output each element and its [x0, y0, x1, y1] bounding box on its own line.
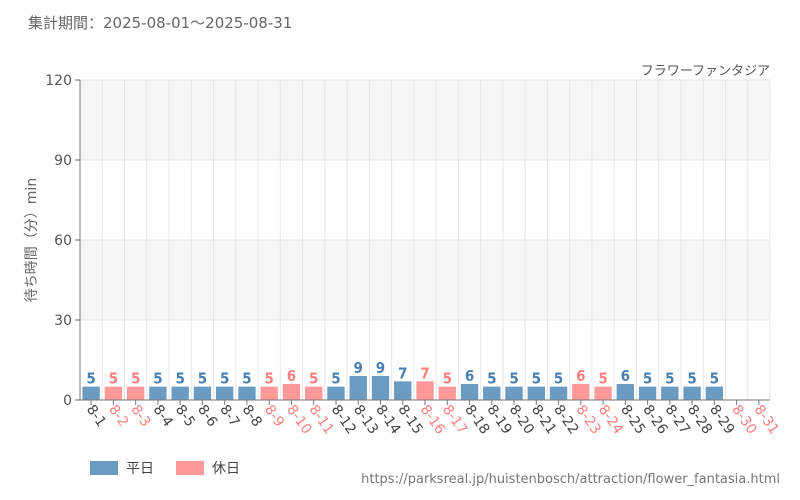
x-tick-label: 8-8 [239, 402, 265, 430]
plot-bands [80, 80, 770, 320]
y-tick-label: 120 [45, 73, 72, 89]
bar [549, 386, 568, 400]
bar-value-label: 5 [487, 370, 496, 388]
bar-value-label: 5 [242, 370, 251, 388]
legend-label-holiday: 休日 [212, 461, 240, 477]
bar [661, 386, 679, 400]
bar [638, 386, 657, 400]
bar [371, 376, 390, 400]
bar-value-label: 5 [643, 370, 652, 388]
bar [104, 386, 123, 400]
bar [238, 386, 256, 400]
bars [82, 376, 724, 400]
legend-swatch-weekday [90, 461, 118, 475]
bar-value-label: 5 [220, 370, 229, 388]
y-tick-label: 60 [54, 233, 72, 249]
x-tick-labels: 8-18-28-38-48-58-68-78-88-98-108-118-128… [83, 402, 782, 437]
bar [171, 386, 189, 400]
plot-band [80, 80, 770, 160]
bar-value-label: 5 [665, 370, 674, 388]
bar-value-label: 5 [153, 370, 162, 388]
bar [416, 381, 434, 400]
bar [616, 384, 635, 400]
bar-value-label: 6 [465, 367, 474, 385]
bar [705, 386, 724, 400]
x-tick-label: 8-6 [194, 402, 220, 430]
legend-item-weekday: 平日 [90, 458, 154, 478]
bar [149, 386, 167, 400]
bar-value-label: 7 [420, 364, 429, 382]
bar [505, 386, 523, 400]
y-tick-label: 90 [54, 153, 72, 169]
bar-value-label: 7 [398, 364, 407, 382]
legend-swatch-holiday [176, 461, 204, 475]
x-tick-label: 8-4 [150, 402, 176, 430]
bar [483, 386, 501, 400]
x-tick-label: 8-5 [172, 402, 198, 430]
bar [438, 386, 456, 400]
bar-value-label: 5 [331, 370, 340, 388]
bar-value-label: 5 [131, 370, 140, 388]
bar [572, 384, 590, 400]
bar [82, 386, 100, 400]
bar-value-label: 5 [264, 370, 273, 388]
bar-value-label: 5 [710, 370, 719, 388]
bar-value-label: 6 [287, 367, 296, 385]
y-axis-label: 待ち時間（分）min [24, 178, 40, 302]
legend-item-holiday: 休日 [176, 458, 240, 478]
bar-value-label: 5 [309, 370, 318, 388]
bar-value-label: 6 [576, 367, 585, 385]
horizontal-gridlines [75, 79, 770, 401]
bar [282, 384, 301, 400]
x-tick-label: 8-1 [83, 402, 109, 430]
bar-value-labels: 5 5 5 5 5 5 5 5 5 6 5 59 9 7 7 5 6 5 5 5 5 6 5 6 5 5 5 5 [86, 359, 719, 388]
bar [126, 386, 145, 400]
bar [305, 386, 323, 400]
bar [460, 384, 479, 400]
bar-value-label: 9 [354, 359, 363, 377]
bar [349, 376, 367, 400]
bar [683, 386, 701, 400]
plot-band [80, 240, 770, 320]
bar-value-label: 5 [198, 370, 207, 388]
bar-value-label: 5 [509, 370, 518, 388]
x-tick-label: 8-9 [261, 402, 287, 430]
bar-value-label: 6 [621, 367, 630, 385]
bar-value-label: 5 [443, 370, 452, 388]
axes [79, 80, 770, 405]
bar-value-label: 9 [376, 359, 385, 377]
legend: 平日 休日 [90, 458, 262, 478]
bar-value-label: 5 [554, 370, 563, 388]
bar-value-label: 5 [109, 370, 118, 388]
bar [193, 386, 212, 400]
chart-title: フラワーファンタジア [641, 64, 770, 79]
bar [394, 381, 412, 400]
bar-value-label: 5 [687, 370, 696, 388]
bar [594, 386, 612, 400]
y-tick-label: 30 [54, 313, 72, 329]
x-tick-label: 8-31 [751, 402, 782, 437]
legend-label-weekday: 平日 [126, 461, 154, 477]
bar [527, 386, 545, 400]
bar [260, 386, 278, 400]
bar-value-label: 5 [532, 370, 541, 388]
period-label: 集計期間：2025-08-01～2025-08-31 [28, 14, 293, 32]
y-tick-labels: 0 30 60 90 120 [45, 73, 72, 409]
x-tick-label: 8-3 [127, 402, 153, 430]
bar [327, 386, 345, 400]
x-tick-label: 8-7 [216, 402, 242, 430]
y-tick-label: 0 [63, 393, 72, 409]
x-tick-label: 8-2 [105, 402, 131, 430]
source-url: https://parksreal.jp/huistenbosch/attrac… [361, 472, 780, 487]
bar-value-label: 5 [175, 370, 184, 388]
bar-value-label: 5 [598, 370, 607, 388]
bar [215, 386, 234, 400]
bar-value-label: 5 [86, 370, 95, 388]
